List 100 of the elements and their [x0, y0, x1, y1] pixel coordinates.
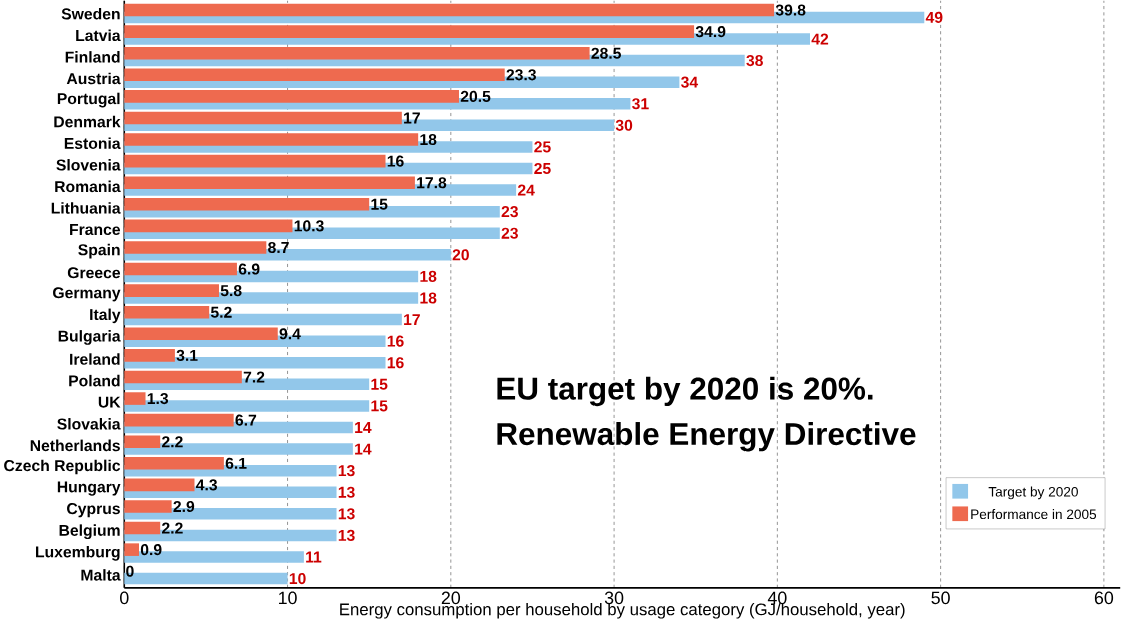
data-label: 2.2 [162, 522, 183, 534]
text: EU target by 2020 is 20%. [497, 376, 873, 407]
data-label: 0.9 [140, 544, 162, 556]
data-label: 3.1 [176, 349, 198, 361]
data-label: 0 [126, 565, 134, 577]
data-label: 49 [925, 11, 943, 23]
data-label: 7.2 [243, 371, 265, 383]
data-label: 23 [501, 206, 518, 218]
y-tick-label: Latvia [76, 29, 121, 42]
y-tick-label: Netherlands [30, 439, 120, 452]
data-label: 16 [387, 155, 404, 167]
data-label: 11 [306, 551, 322, 563]
x-tick-label: 10 [279, 591, 297, 605]
bar [124, 154, 386, 168]
data-label: 15 [371, 378, 388, 390]
bar [124, 111, 402, 125]
x-tick-label: 40 [767, 591, 787, 605]
data-label: 25 [534, 162, 551, 174]
y-tick-label: Spain [78, 243, 120, 259]
bar [124, 456, 224, 470]
data-label: 14 [355, 443, 372, 455]
data-label: 13 [338, 508, 355, 520]
bar [124, 241, 267, 254]
data-label: 13 [338, 529, 355, 541]
y-tick-label: Slovakia [57, 417, 121, 430]
data-label: 10 [289, 572, 306, 585]
data-label: 38 [746, 54, 763, 67]
y-tick-label: Belgium [59, 524, 120, 540]
bar [124, 435, 161, 448]
data-label: 18 [420, 292, 437, 304]
data-label: 23 [501, 227, 518, 239]
y-tick-label: Luxemburg [36, 545, 120, 561]
data-label: 8.7 [268, 241, 289, 253]
bar [124, 521, 161, 535]
bar [124, 219, 293, 233]
data-label: 13 [338, 486, 355, 498]
bar [124, 46, 590, 60]
y-tick-label: Czech Republic [4, 459, 121, 475]
data-label: 23.3 [506, 69, 536, 81]
data-label: 20 [452, 249, 469, 261]
data-label: 15 [371, 400, 388, 412]
bar [124, 68, 505, 82]
y-tick-label: Lithuania [51, 202, 121, 214]
data-label: 18 [420, 270, 437, 282]
bar [124, 392, 146, 405]
data-label: 14 [355, 422, 372, 433]
bar [124, 500, 172, 513]
data-label: 2.2 [162, 436, 183, 448]
data-label: 24 [517, 184, 535, 196]
data-label: 39.8 [775, 4, 806, 16]
data-label: 6.9 [238, 263, 260, 275]
data-label: 1.3 [147, 392, 169, 405]
bar [124, 305, 210, 319]
data-label: 28.5 [591, 47, 622, 59]
y-tick-label: Denmark [54, 115, 121, 128]
bar [124, 90, 459, 103]
x-tick-label: 20 [441, 591, 461, 605]
text: Renewable Energy Directive [497, 421, 916, 452]
data-label: 17 [404, 314, 420, 325]
data-label: 31 [632, 98, 649, 110]
bar [124, 197, 370, 211]
data-label: 34.9 [695, 26, 726, 38]
bar [124, 349, 175, 362]
data-label: 16 [387, 357, 404, 369]
data-label: 15 [371, 198, 388, 210]
y-tick-label: Portugal [57, 92, 120, 108]
data-label: 34 [681, 76, 699, 88]
x-tick-label: 30 [604, 591, 624, 605]
x-tick-label: 0 [120, 591, 129, 605]
data-label: 42 [811, 33, 829, 45]
bar [124, 327, 278, 341]
legend-label: Target by 2020 [988, 486, 1078, 500]
bar [124, 543, 139, 556]
data-label: 6.1 [225, 457, 247, 469]
y-tick-label: Malta [81, 569, 121, 581]
bar [124, 176, 415, 189]
y-tick-label: Italy [90, 308, 121, 324]
y-tick-label: Ireland [70, 353, 120, 365]
data-label: 2.9 [173, 500, 195, 512]
x-tick-label: 60 [1094, 591, 1114, 605]
y-tick-label: Poland [69, 374, 120, 387]
y-tick-label: Greece [67, 267, 121, 279]
data-label: 17 [404, 112, 420, 124]
data-label: 20.5 [460, 90, 491, 102]
y-tick-label: Hungary [57, 481, 121, 496]
data-label: 6.7 [235, 414, 257, 426]
bar [124, 478, 195, 492]
bar [124, 3, 775, 17]
y-tick-label: Bulgaria [58, 330, 121, 345]
data-label: 10.3 [294, 220, 324, 232]
x-tick-label: 50 [931, 591, 950, 605]
data-label: 5.2 [210, 306, 232, 318]
data-label: 17.8 [417, 177, 447, 189]
y-tick-label: Germany [53, 287, 121, 302]
y-tick-label: France [70, 224, 121, 235]
y-tick-label: UK [98, 396, 121, 408]
data-label: 9.4 [279, 328, 301, 340]
data-label: 5.8 [220, 285, 242, 297]
y-tick-label: Sweden [61, 7, 120, 20]
y-tick-label: Romania [55, 180, 121, 193]
